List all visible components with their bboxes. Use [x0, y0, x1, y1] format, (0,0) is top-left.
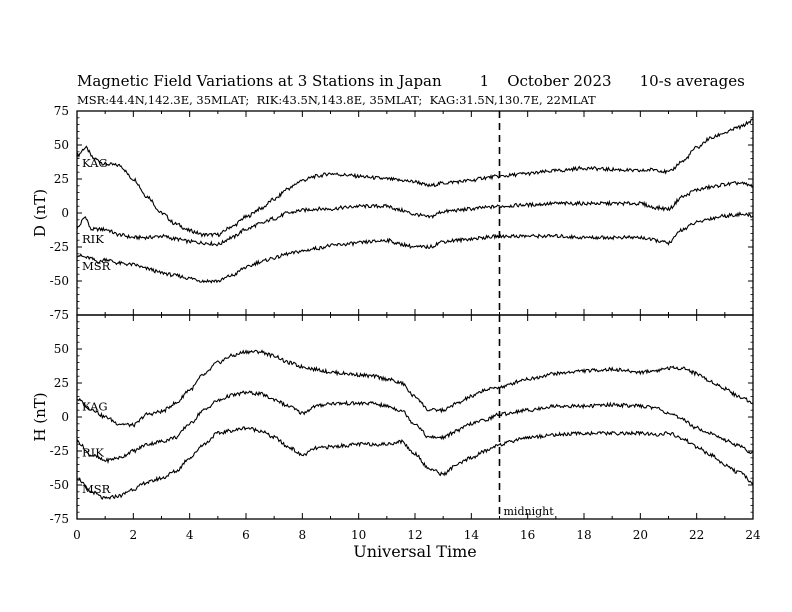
- xtick-label: 22: [689, 528, 704, 542]
- bottom-series-label-msr: MSR: [82, 482, 111, 496]
- top-ytick-label: 0: [61, 206, 69, 220]
- title-day: 1: [479, 72, 490, 90]
- top-panel-frame: [76, 110, 754, 316]
- xtick-label: 2: [130, 528, 138, 542]
- xtick-label: 20: [633, 528, 648, 542]
- bottom-series-label-kag: KAG: [82, 399, 108, 413]
- top-series-msr: [76, 211, 754, 284]
- top-ytick-label: -25: [50, 240, 69, 254]
- top-ytick-label: 75: [54, 104, 69, 118]
- bottom-series-label-rik: RIK: [82, 445, 104, 459]
- bottom-ytick-label: 25: [54, 376, 69, 390]
- midnight-label: midnight: [504, 505, 555, 518]
- xtick-label: 24: [745, 528, 761, 542]
- bottom-ytick-label: 50: [54, 342, 69, 356]
- top-ytick-label: -75: [50, 308, 69, 322]
- xtick-label: 14: [464, 528, 480, 542]
- top-series-label-rik: RIK: [82, 232, 104, 246]
- chart-subtitle: MSR:44.4N,142.3E, 35MLAT; RIK:43.5N,143.…: [77, 93, 596, 107]
- bottom-ytick-label: -25: [50, 444, 69, 458]
- xtick-label: 6: [242, 528, 250, 542]
- title-main: Magnetic Field Variations at 3 Stations …: [77, 72, 442, 90]
- xtick-label: 18: [576, 528, 591, 542]
- xtick-label: 0: [73, 528, 81, 542]
- xtick-label: 16: [520, 528, 535, 542]
- bottom-ytick-label: 0: [61, 410, 69, 424]
- xtick-label: 10: [351, 528, 366, 542]
- top-series-rik: [76, 181, 754, 247]
- top-ytick-label: -50: [50, 274, 69, 288]
- top-ytick-label: 25: [54, 172, 69, 186]
- bottom-ylabel: H (nT): [31, 392, 49, 441]
- xaxis-label: Universal Time: [353, 542, 476, 561]
- title-month-year: October 2023: [507, 72, 612, 90]
- title-averaging: 10-s averages: [639, 72, 745, 90]
- xtick-label: 12: [407, 528, 422, 542]
- xtick-label: 4: [186, 528, 194, 542]
- top-series-kag: [76, 118, 754, 238]
- bottom-panel-frame: [76, 314, 754, 520]
- bottom-series-rik: [76, 390, 754, 464]
- xtick-label: 8: [299, 528, 307, 542]
- top-series-label-msr: MSR: [82, 259, 111, 273]
- bottom-series-msr: [76, 426, 754, 500]
- top-ytick-label: 50: [54, 138, 69, 152]
- top-series-label-kag: KAG: [82, 156, 108, 170]
- bottom-ytick-label: -50: [50, 478, 69, 492]
- bottom-ytick-label: -75: [50, 512, 69, 526]
- top-ylabel: D (nT): [31, 189, 49, 237]
- chart-title: Magnetic Field Variations at 3 Stations …: [77, 72, 745, 90]
- bottom-series-kag: [76, 349, 754, 428]
